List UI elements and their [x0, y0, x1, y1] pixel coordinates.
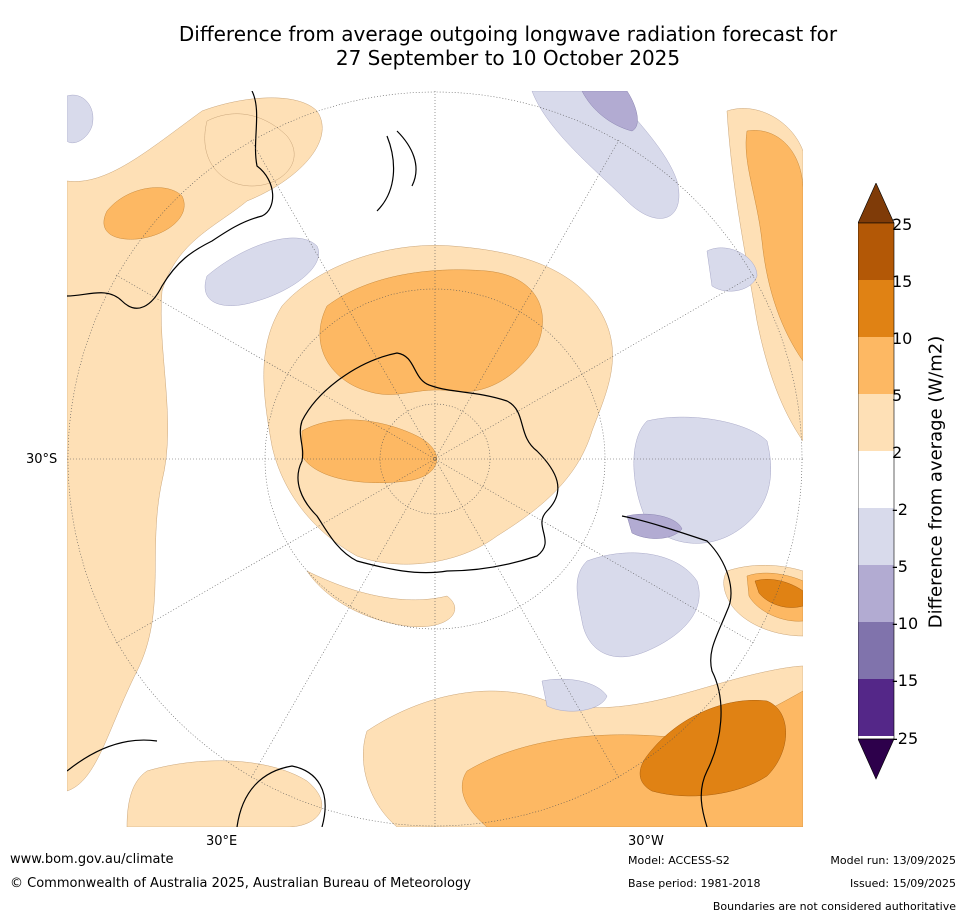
colorbar-tick: -25: [892, 729, 919, 748]
antarctica-coastline: [297, 352, 559, 574]
colorbar-title: Difference from average (W/m2): [925, 335, 947, 629]
lon-label-30w: 30°W: [628, 834, 664, 849]
graticule: [67, 91, 803, 827]
disclaimer-text: Boundaries are not considered authoritat…: [712, 900, 956, 913]
continent-coastlines: [67, 91, 732, 827]
colorbar-tick: 2: [892, 443, 903, 462]
model-text: Model: ACCESS-S2: [628, 854, 730, 867]
colorbar-tick: 5: [892, 386, 903, 405]
title-line-2: 27 September to 10 October 2025: [335, 46, 681, 70]
base-period-text: Base period: 1981-2018: [628, 877, 761, 890]
colorbar-tick: -10: [892, 614, 919, 633]
anomaly-10-15-areas: [639, 579, 803, 797]
colorbar-tick: -15: [892, 671, 919, 690]
website-link[interactable]: www.bom.gov.au/climate: [10, 852, 174, 867]
colorbar: [858, 183, 895, 780]
model-run-text: Model run: 13/09/2025: [830, 854, 956, 867]
title-line-1: Difference from average outgoing longwav…: [178, 22, 838, 46]
lon-label-30e: 30°E: [206, 834, 238, 849]
copyright-text: © Commonwealth of Australia 2025, Austra…: [10, 876, 471, 891]
colorbar-tick: 25: [892, 215, 913, 234]
colorbar-tick: 15: [892, 272, 913, 291]
chart-title: Difference from average outgoing longwav…: [120, 22, 896, 70]
forecast-map: [67, 91, 803, 827]
lat-label-30s: 30°S: [26, 452, 58, 467]
colorbar-tick: 10: [892, 329, 913, 348]
issued-text: Issued: 15/09/2025: [849, 877, 956, 890]
colorbar-tick: -2: [892, 500, 908, 519]
anomaly-minus-2-minus-5-areas: [67, 91, 771, 712]
colorbar-tick: -5: [892, 557, 908, 576]
